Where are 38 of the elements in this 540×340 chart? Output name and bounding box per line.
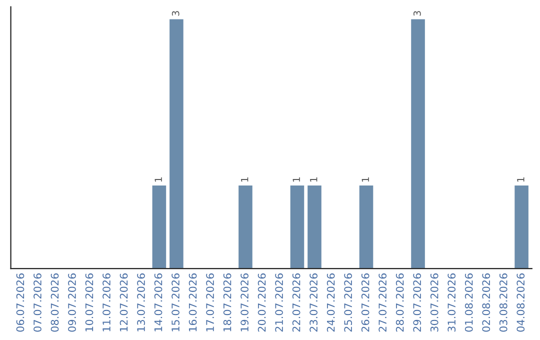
x-tick-label: 13.07.2026 bbox=[137, 273, 145, 332]
data-label: 1 bbox=[310, 177, 318, 182]
x-tick-label: 11.07.2026 bbox=[102, 273, 110, 332]
x-tick-label: 15.07.2026 bbox=[172, 273, 180, 332]
x-tick-label: 10.07.2026 bbox=[85, 273, 94, 332]
x-tick-label: 09.07.2026 bbox=[68, 273, 76, 332]
data-label: 1 bbox=[517, 177, 524, 182]
data-label: 1 bbox=[241, 177, 248, 182]
x-tick-label: 02.08.2026 bbox=[482, 273, 490, 332]
data-label: 1 bbox=[362, 177, 369, 182]
x-tick-label: 19.07.2026 bbox=[240, 273, 248, 332]
x-tick-label: 07.07.2026 bbox=[34, 273, 42, 332]
data-label: 1 bbox=[154, 177, 162, 182]
x-tick-label: 20.07.2026 bbox=[258, 273, 266, 332]
x-tick-label: 23.07.2026 bbox=[310, 273, 318, 332]
x-tick-label: 04.08.2026 bbox=[516, 273, 525, 332]
x-tick-label: 21.07.2026 bbox=[275, 273, 283, 332]
x-tick-label: 22.07.2026 bbox=[292, 273, 300, 332]
x-tick-label: 24.07.2026 bbox=[326, 273, 335, 332]
data-label: 1 bbox=[292, 177, 300, 182]
x-tick-label: 18.07.2026 bbox=[223, 273, 232, 332]
x-tick-label: 26.07.2026 bbox=[361, 273, 370, 332]
x-tick-label: 29.07.2026 bbox=[413, 273, 422, 332]
data-label: 3 bbox=[172, 11, 180, 16]
x-tick-label: 31.07.2026 bbox=[448, 273, 456, 332]
x-tick-label: 17.07.2026 bbox=[206, 273, 214, 332]
x-tick-label: 14.07.2026 bbox=[154, 273, 162, 332]
x-tick-label: 08.07.2026 bbox=[50, 273, 59, 332]
data-label: 3 bbox=[413, 11, 421, 16]
x-tick-label: 01.08.2026 bbox=[464, 273, 473, 332]
x-tick-label: 30.07.2026 bbox=[430, 273, 438, 332]
x-tick-label: 25.07.2026 bbox=[344, 273, 352, 332]
x-tick-label: 03.08.2026 bbox=[499, 273, 508, 332]
x-tick-label: 28.07.2026 bbox=[396, 273, 404, 332]
x-tick-label: 06.07.2026 bbox=[16, 273, 24, 332]
x-tick-label: 16.07.2026 bbox=[188, 273, 197, 332]
x-tick-label: 12.07.2026 bbox=[120, 273, 128, 332]
x-tick-label: 27.07.2026 bbox=[378, 273, 387, 332]
